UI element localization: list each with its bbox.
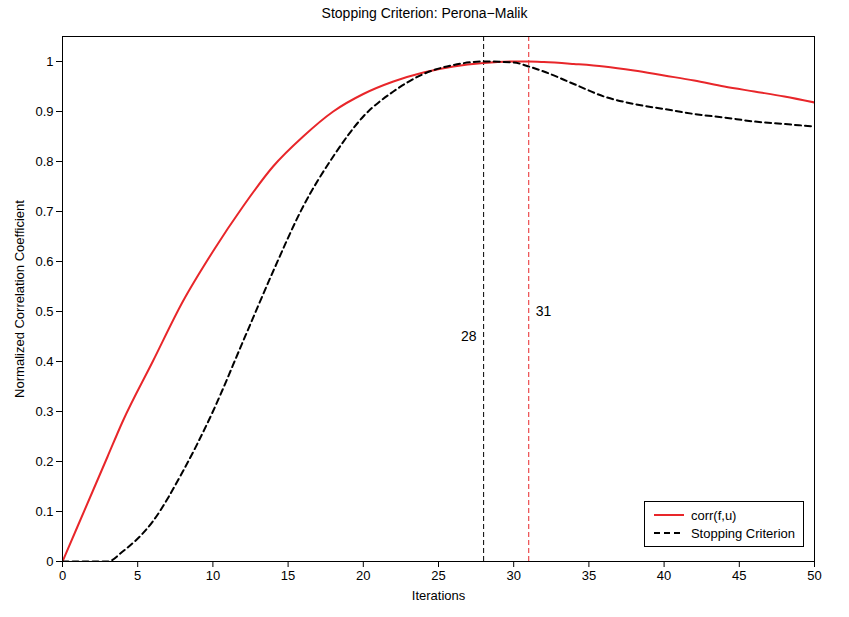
svg-text:0: 0	[59, 568, 66, 583]
svg-text:0.4: 0.4	[35, 354, 53, 369]
svg-text:30: 30	[506, 568, 520, 583]
html-text:corr(f,u): corr(f,u)	[690, 507, 737, 523]
svg-text:25: 25	[431, 568, 445, 583]
svg-text:1: 1	[46, 54, 53, 69]
svg-text:5: 5	[134, 568, 141, 583]
svg-text:10: 10	[206, 568, 220, 583]
svg-text:0.6: 0.6	[35, 254, 53, 269]
svg-text:15: 15	[281, 568, 295, 583]
svg-text:50: 50	[807, 568, 821, 583]
svg-text:40: 40	[657, 568, 671, 583]
svg-text:0.2: 0.2	[35, 454, 53, 469]
svg-text:20: 20	[356, 568, 370, 583]
svg-text:0.8: 0.8	[35, 154, 53, 169]
html-text:Stopping Criterion: Perona−Mal: Stopping Criterion: Perona−Malik	[321, 5, 528, 21]
html-text:Stopping Criterion: Stopping Criterion	[690, 525, 795, 541]
svg-text:0.7: 0.7	[35, 204, 53, 219]
svg-text:28: 28	[461, 328, 477, 344]
svg-text:Normalized Correlation Coeffic: Normalized Correlation Coefficient	[12, 200, 27, 398]
svg-text:45: 45	[732, 568, 746, 583]
svg-text:0.3: 0.3	[35, 404, 53, 419]
svg-text:0.5: 0.5	[35, 304, 53, 319]
svg-text:31: 31	[536, 303, 552, 319]
svg-text:0.9: 0.9	[35, 104, 53, 119]
svg-text:Iterations: Iterations	[412, 588, 466, 603]
svg-text:0: 0	[46, 554, 53, 569]
svg-text:0.1: 0.1	[35, 504, 53, 519]
svg-text:35: 35	[582, 568, 596, 583]
